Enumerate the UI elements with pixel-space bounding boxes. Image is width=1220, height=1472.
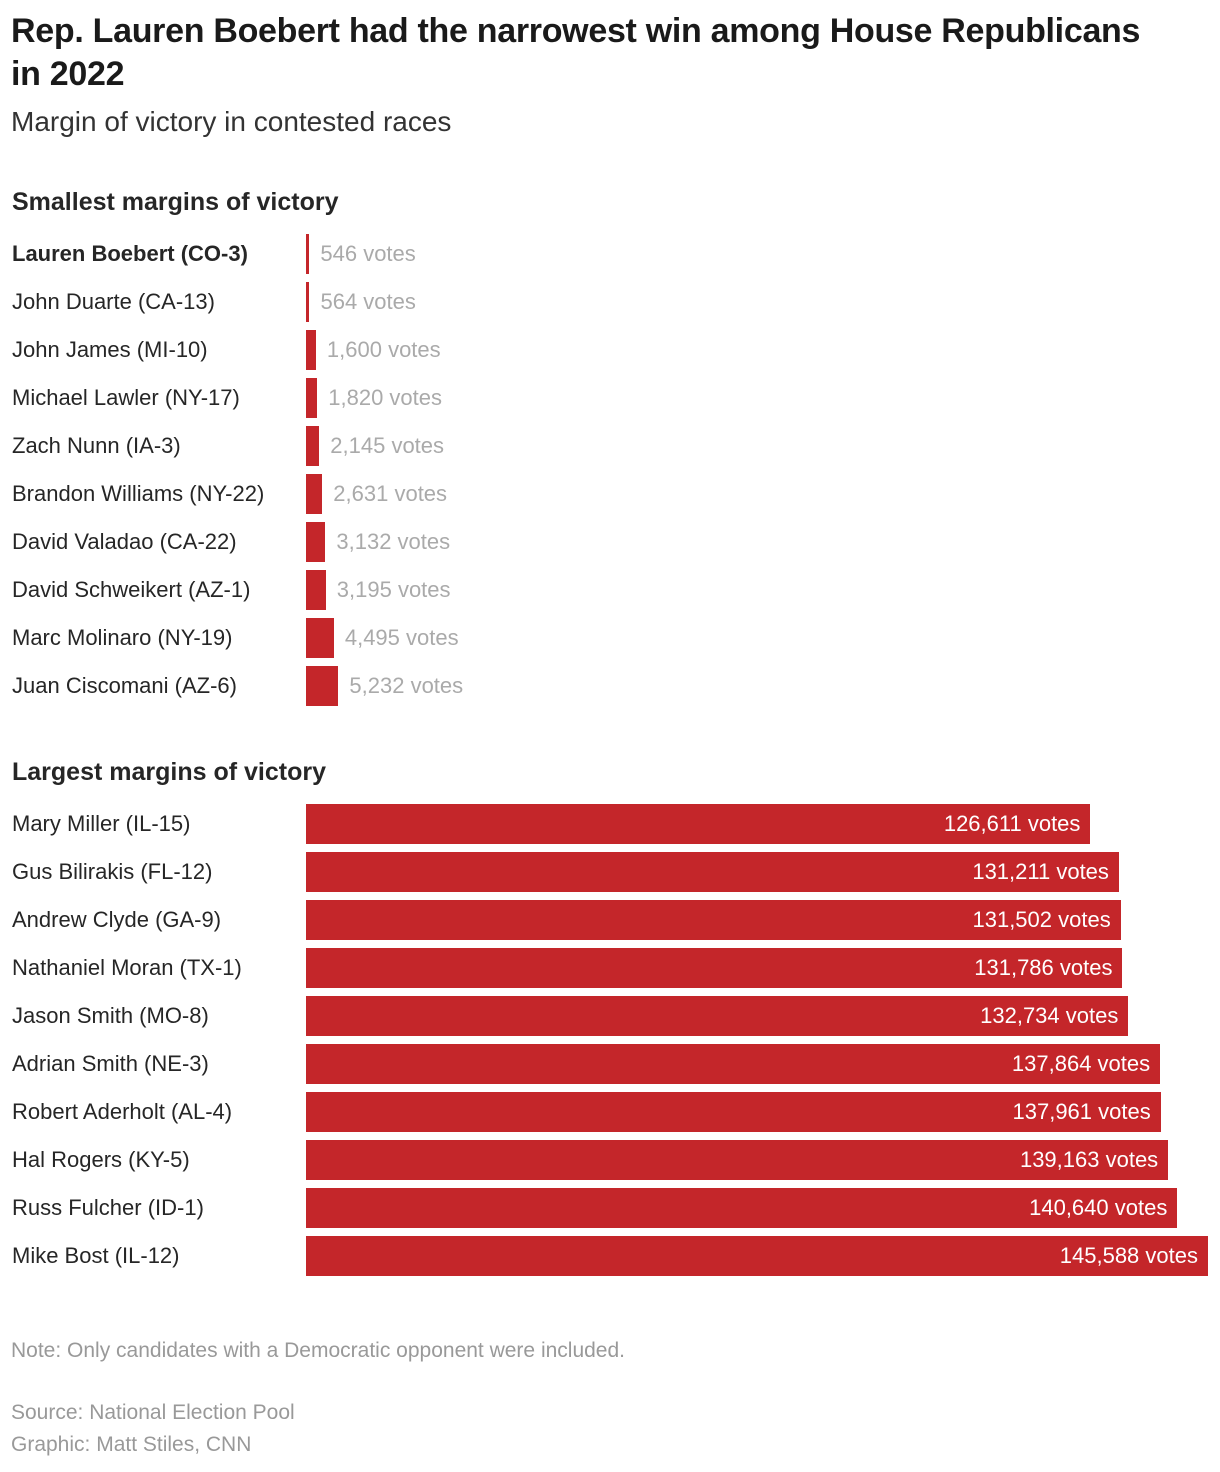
bar — [306, 900, 1121, 940]
bar — [306, 1140, 1169, 1180]
bar — [306, 804, 1091, 844]
bar-category-label: Lauren Boebert (CO-3) — [12, 241, 248, 266]
bar-value-label: 131,502 votes — [972, 907, 1111, 932]
chart-title: Rep. Lauren Boebert had the narrowest wi… — [11, 12, 1141, 93]
section-title-largest: Largest margins of victory — [12, 758, 326, 786]
bar-value-label: 3,195 votes — [336, 577, 451, 602]
bar-category-label: John Duarte (CA-13) — [12, 289, 215, 314]
bar-category-label: David Schweikert (AZ-1) — [12, 577, 251, 602]
bar-value-label: 2,145 votes — [330, 433, 445, 458]
footnote: Note: Only candidates with a Democratic … — [11, 1339, 626, 1362]
source: Source: National Election Pool — [11, 1401, 295, 1424]
bar-category-label: David Valadao (CA-22) — [12, 529, 237, 554]
bar-category-label: Nathaniel Moran (TX-1) — [12, 955, 242, 980]
bar — [306, 1092, 1161, 1132]
bar-value-label: 132,734 votes — [980, 1003, 1119, 1028]
bar — [306, 1044, 1161, 1084]
bar — [306, 570, 326, 610]
bar — [306, 378, 318, 418]
bar-category-label: Mike Bost (IL-12) — [12, 1243, 180, 1268]
bar-value-label: 5,232 votes — [349, 673, 464, 698]
bar-category-label: Russ Fulcher (ID-1) — [12, 1195, 204, 1220]
section-title-smallest: Smallest margins of victory — [12, 188, 339, 216]
bar-value-label: 2,631 votes — [333, 481, 448, 506]
bar — [306, 666, 339, 706]
bar-category-label: Robert Aderholt (AL-4) — [12, 1099, 233, 1124]
bar — [306, 618, 334, 658]
bar-category-label: Marc Molinaro (NY-19) — [12, 625, 233, 650]
bar-value-label: 137,864 votes — [1011, 1051, 1151, 1076]
bar — [306, 948, 1123, 988]
bar — [306, 474, 323, 514]
bar — [306, 282, 310, 322]
bar-category-label: Mary Miller (IL-15) — [12, 811, 191, 836]
bar — [306, 234, 310, 274]
bar — [306, 1236, 1208, 1276]
bar-value-label: 1,600 votes — [326, 337, 441, 362]
bar-value-label: 131,211 votes — [972, 859, 1109, 884]
bar-value-label: 3,132 votes — [336, 529, 451, 554]
bar-category-label: Andrew Clyde (GA-9) — [12, 907, 222, 932]
bar — [306, 996, 1129, 1036]
bar-category-label: John James (MI-10) — [12, 337, 208, 362]
bar-category-label: Hal Rogers (KY-5) — [12, 1147, 190, 1172]
bar — [306, 330, 316, 370]
bar-category-label: Michael Lawler (NY-17) — [12, 385, 240, 410]
bar-value-label: 126,611 votes — [943, 811, 1081, 836]
bar-value-label: 546 votes — [320, 241, 416, 266]
bar-value-label: 137,961 votes — [1012, 1099, 1151, 1124]
bar-category-label: Jason Smith (MO-8) — [12, 1003, 209, 1028]
bar-category-label: Gus Bilirakis (FL-12) — [12, 859, 213, 884]
bar-value-label: 1,820 votes — [328, 385, 443, 410]
bar-value-label: 131,786 votes — [974, 955, 1113, 980]
chart-subtitle: Margin of victory in contested races — [11, 106, 452, 137]
bar-value-label: 145,588 votes — [1059, 1243, 1198, 1268]
credit: Graphic: Matt Stiles, CNN — [11, 1433, 252, 1456]
bar-category-label: Juan Ciscomani (AZ-6) — [12, 673, 237, 698]
bar — [306, 522, 326, 562]
bar — [306, 852, 1119, 892]
bar-category-label: Zach Nunn (IA-3) — [12, 433, 181, 458]
bar-category-label: Brandon Williams (NY-22) — [12, 481, 265, 506]
bar-value-label: 564 votes — [320, 289, 416, 314]
bar — [306, 1188, 1178, 1228]
bar-category-label: Adrian Smith (NE-3) — [12, 1051, 209, 1076]
bar-value-label: 140,640 votes — [1029, 1195, 1168, 1220]
bar — [306, 426, 320, 466]
bar-value-label: 139,163 votes — [1019, 1147, 1159, 1172]
bar-value-label: 4,495 votes — [344, 625, 459, 650]
